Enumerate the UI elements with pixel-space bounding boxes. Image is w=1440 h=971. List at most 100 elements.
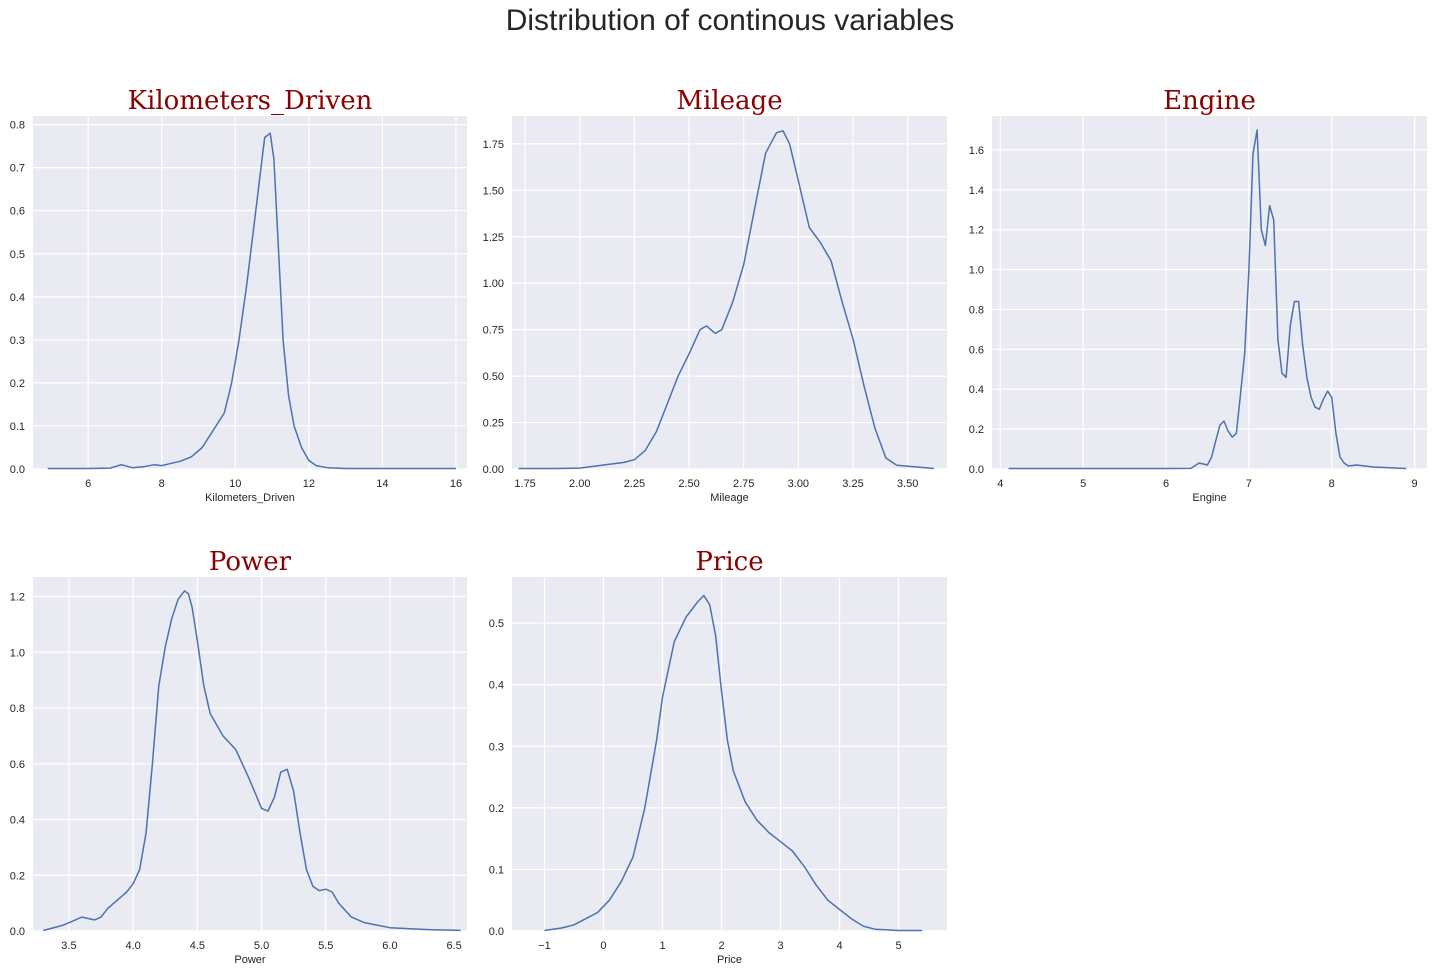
engine-x-tick-label: 6	[1163, 478, 1169, 490]
engine-y-tick-label: 1.4	[969, 185, 984, 197]
power-y-tick-label: 1.2	[10, 592, 25, 604]
kilometers-driven-x-tick-label: 12	[303, 478, 315, 490]
mileage-y-tick-label: 1.50	[483, 185, 504, 197]
mileage-y-tick-label: 0.75	[483, 325, 504, 337]
power-y-tick-label: 0.0	[10, 926, 25, 938]
engine-gridlines	[992, 116, 1427, 470]
power-x-tick-label: 6.5	[447, 940, 462, 952]
mileage-x-tick-label: 2.00	[569, 478, 590, 490]
engine-x-tick-label: 4	[997, 478, 1003, 490]
mileage-density-curve	[518, 130, 934, 470]
price-y-tick-label: 0.4	[489, 680, 504, 692]
engine-y-tick-label: 1.2	[969, 225, 984, 237]
subplots: 6 8 10 12 14 160.00.10.20.30.40.50.60.70.8Kil…	[10, 86, 1427, 966]
price-x-tick-label: 3	[777, 940, 783, 952]
power-density-curve	[43, 590, 461, 932]
power-y-tick-label: 1.0	[10, 647, 25, 659]
kilometers-driven-y-tick-label: 0.4	[10, 292, 25, 304]
mileage-y-tick-label: 0.50	[483, 371, 504, 383]
kilometers-driven-y-tick-label: 0.5	[10, 249, 25, 261]
kilometers-driven-y-tick-label: 0.1	[10, 421, 25, 433]
mileage-y-tick-label: 0.25	[483, 418, 504, 430]
kilometers-driven-density-curve	[47, 132, 456, 470]
engine-y-tick-label: 1.6	[969, 145, 984, 157]
kilometers-driven-x-tick-label: 6	[85, 478, 91, 490]
power-y-tick-label: 0.2	[10, 870, 25, 882]
power-y-tick-label: 0.8	[10, 703, 25, 715]
mileage-y-tick-label: 0.00	[483, 464, 504, 476]
price-x-tick-label: 0	[600, 940, 606, 952]
kilometers-driven-y-tick-label: 0.3	[10, 335, 25, 347]
mileage-plot-area	[512, 116, 947, 469]
mileage-subplot-title: Mileage	[676, 86, 782, 116]
price-gridlines	[512, 577, 947, 932]
engine-y-tick-label: 0.8	[969, 304, 984, 316]
power-x-tick-label: 4.0	[126, 940, 141, 952]
power-x-axis-label: Power	[234, 954, 266, 966]
engine-y-tick-label: 0.4	[969, 384, 984, 396]
mileage-x-tick-label: 1.75	[514, 478, 535, 490]
kilometers-driven-subplot: 6 8 10 12 14 16 0.0 0.1 0.2 0.3 0.4 0.5 0.6 0.7 0.8 Kil…	[10, 86, 467, 504]
mileage-x-tick-label: 3.00	[788, 478, 809, 490]
price-subplot-title: Price	[695, 547, 763, 577]
engine-subplot-title: Engine	[1163, 86, 1256, 116]
mileage-x-tick-label: 3.25	[842, 478, 863, 490]
power-x-tick-label: 5.0	[254, 940, 269, 952]
engine-y-tick-label: 0.0	[969, 464, 984, 476]
engine-x-tick-label: 5	[1080, 478, 1086, 490]
price-y-tick-label: 0.2	[489, 803, 504, 815]
price-y-tick-label: 0.1	[489, 864, 504, 876]
kilometers-driven-y-tick-label: 0.6	[10, 206, 25, 218]
power-plot-area	[33, 577, 467, 931]
engine-x-axis-label: Engine	[1192, 492, 1226, 504]
engine-subplot: 4 5 6 7 8 9 0.0 0.2 0.4 0.6 0.8 1.0 1.2 1.4 1.6 Engine E…	[969, 86, 1427, 504]
kilometers-driven-subplot-title: Kilometers_Driven	[128, 86, 373, 116]
price-density-curve	[544, 594, 923, 932]
price-x-tick-label: −1	[538, 940, 551, 952]
kilometers-driven-x-tick-label: 16	[450, 478, 462, 490]
power-y-tick-label: 0.6	[10, 759, 25, 771]
engine-y-tick-label: 0.6	[969, 344, 984, 356]
price-x-axis-label: Price	[717, 954, 742, 966]
price-x-tick-label: 5	[896, 940, 902, 952]
power-subplot-title: Power	[209, 547, 292, 577]
mileage-x-axis-label: Mileage	[710, 492, 749, 504]
engine-x-tick-label: 9	[1412, 478, 1418, 490]
price-y-tick-label: 0.3	[489, 741, 504, 753]
mileage-x-tick-label: 2.75	[733, 478, 754, 490]
power-gridlines	[33, 577, 467, 932]
mileage-y-tick-label: 1.75	[483, 139, 504, 151]
kilometers-driven-gridlines	[33, 116, 467, 470]
power-x-tick-label: 5.5	[318, 940, 333, 952]
price-y-tick-label: 0.5	[489, 618, 504, 630]
figure-title: Distribution of continous variables	[506, 4, 955, 37]
kilometers-driven-x-tick-label: 8	[159, 478, 165, 490]
power-subplot: 3.5 4.0 4.5 5.0 5.5 6.0 6.5 0.0 0.2 0.4 0.6 0.8 1.0 1…	[10, 547, 467, 966]
mileage-x-tick-label: 2.50	[678, 478, 699, 490]
kilometers-driven-y-tick-label: 0.7	[10, 163, 25, 175]
mileage-y-tick-label: 1.00	[483, 278, 504, 290]
mileage-x-tick-label: 2.25	[624, 478, 645, 490]
engine-plot-area	[992, 116, 1427, 469]
engine-density-curve	[1008, 129, 1407, 470]
engine-x-tick-label: 8	[1329, 478, 1335, 490]
mileage-subplot: 1.75 2.00 2.25 2.50 2.75 3.00 3.25 3.50 0.00 0.25…	[483, 86, 947, 504]
engine-y-tick-label: 1.0	[969, 265, 984, 277]
price-x-tick-label: 4	[837, 940, 843, 952]
mileage-gridlines	[512, 116, 947, 470]
kilometers-driven-y-tick-label: 0.2	[10, 378, 25, 390]
engine-x-tick-label: 7	[1246, 478, 1252, 490]
kilometers-driven-x-tick-label: 14	[376, 478, 388, 490]
power-y-tick-label: 0.4	[10, 815, 25, 827]
power-x-tick-label: 6.0	[382, 940, 397, 952]
price-x-tick-label: 1	[659, 940, 665, 952]
kilometers-driven-x-axis-label: Kilometers_Driven	[205, 492, 295, 504]
mileage-y-tick-label: 1.25	[483, 232, 504, 244]
kilometers-driven-plot-area	[33, 116, 467, 469]
kilometers-driven-x-tick-label: 10	[229, 478, 241, 490]
mileage-x-tick-label: 3.50	[897, 478, 918, 490]
price-x-tick-label: 2	[718, 940, 724, 952]
kilometers-driven-y-tick-label: 0.8	[10, 120, 25, 132]
engine-y-tick-label: 0.2	[969, 424, 984, 436]
